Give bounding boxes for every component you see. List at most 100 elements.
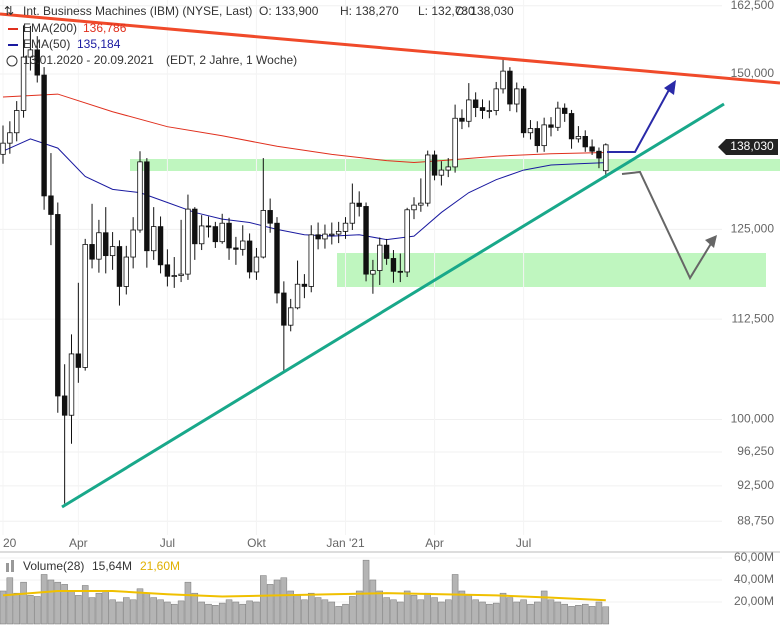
volume-bar (287, 590, 294, 625)
volume-bar (513, 601, 520, 625)
volume-bar (6, 577, 14, 625)
volume-bar (451, 574, 459, 625)
volume-bar (527, 603, 534, 625)
arrow-head (705, 235, 717, 248)
candle-body (34, 49, 40, 76)
candle-body (329, 233, 335, 236)
candle-body (150, 226, 157, 252)
volume-bar (321, 599, 329, 625)
candle-body (568, 113, 575, 140)
volume-bar (314, 597, 322, 625)
candle-body (226, 222, 232, 249)
candle-body (246, 240, 253, 273)
y-tick-label: 20,00M (734, 594, 774, 608)
candle-body (486, 110, 493, 112)
volume-bar (27, 595, 34, 625)
moving-average (2, 138, 606, 241)
volume-bar (143, 592, 151, 625)
candle-body (301, 283, 308, 287)
volume-bar (362, 559, 370, 625)
volume-bar (328, 601, 336, 625)
candle-body (500, 70, 506, 90)
candle-body (520, 88, 527, 134)
volume-name: Volume(28) (23, 559, 84, 573)
volume-bar (355, 590, 363, 625)
candle-body (75, 353, 82, 368)
volume-bar (308, 592, 315, 625)
candle-body (171, 275, 177, 277)
candle-body (198, 225, 205, 245)
open-label: O: 133,900 (259, 4, 319, 18)
volume-bar (547, 599, 555, 625)
volume-bar (47, 579, 55, 625)
candle-body (27, 49, 34, 58)
candle-body (41, 74, 47, 197)
candle-body (233, 247, 239, 250)
candle-body (48, 195, 54, 215)
volume-bar (102, 590, 109, 625)
candle-body (287, 307, 294, 326)
candle-body (472, 99, 479, 108)
legend-name: EMA(50) (23, 37, 70, 51)
volume-bar (198, 601, 205, 625)
volume-bar (266, 584, 274, 625)
y-tick-label: 125,000 (731, 222, 775, 236)
volume-bar (520, 599, 527, 625)
candle-body (219, 222, 225, 243)
volume-bar (239, 603, 246, 625)
volume-bar (486, 603, 493, 625)
candle-body (116, 246, 123, 287)
candle-body (144, 161, 150, 252)
volume-bar (95, 592, 103, 625)
candle-body (370, 270, 376, 275)
volume-bar (458, 590, 466, 625)
candle-body (397, 270, 403, 273)
volume-bar (472, 599, 479, 625)
volume-bar (34, 596, 41, 625)
legend-value: 136,786 (83, 21, 127, 35)
close-label: C: 138,030 (455, 4, 514, 18)
candle-body (507, 70, 513, 105)
candle-body (281, 292, 287, 326)
volume-value: 15,64M (92, 559, 132, 573)
x-tick-label: Jul (516, 536, 531, 550)
candle-body (418, 202, 424, 206)
candle-body (493, 88, 499, 111)
volume-bar (438, 601, 445, 625)
volume-bar (335, 606, 342, 625)
candle-body (267, 210, 273, 224)
volume-bar (54, 581, 62, 625)
candle-body (7, 132, 13, 144)
volume-bar (164, 601, 171, 625)
volume-bar (116, 601, 123, 625)
candle-body (575, 136, 582, 140)
y-tick-label: 162,500 (731, 0, 775, 12)
candle-body (555, 107, 561, 128)
candle-body (294, 283, 301, 309)
candle-body (315, 234, 321, 240)
volume-average (2, 589, 606, 602)
volume-bar (568, 606, 575, 625)
period-info: (EDT, 2 Jahre, 1 Woche) (166, 53, 297, 67)
volume-bar (157, 599, 164, 625)
candle-body (596, 150, 602, 159)
candle-body (459, 117, 465, 122)
candle-body (68, 353, 75, 416)
candle-body (205, 225, 212, 228)
support-line (61, 102, 725, 509)
volume-icon (6, 563, 9, 572)
candle-body (96, 232, 102, 260)
volume-bar (376, 590, 383, 625)
candle-body (130, 229, 136, 258)
annotations (0, 12, 780, 509)
volume-bar (253, 601, 260, 625)
volume-bar (20, 581, 27, 625)
candle-body (438, 169, 445, 176)
candle-body (562, 107, 568, 114)
candle-body (589, 146, 595, 152)
volume-bar (499, 592, 507, 625)
candle-body (363, 206, 369, 275)
volume-bar (246, 600, 253, 625)
volume-bar (280, 577, 288, 625)
x-tick-label: 20 (3, 536, 17, 550)
